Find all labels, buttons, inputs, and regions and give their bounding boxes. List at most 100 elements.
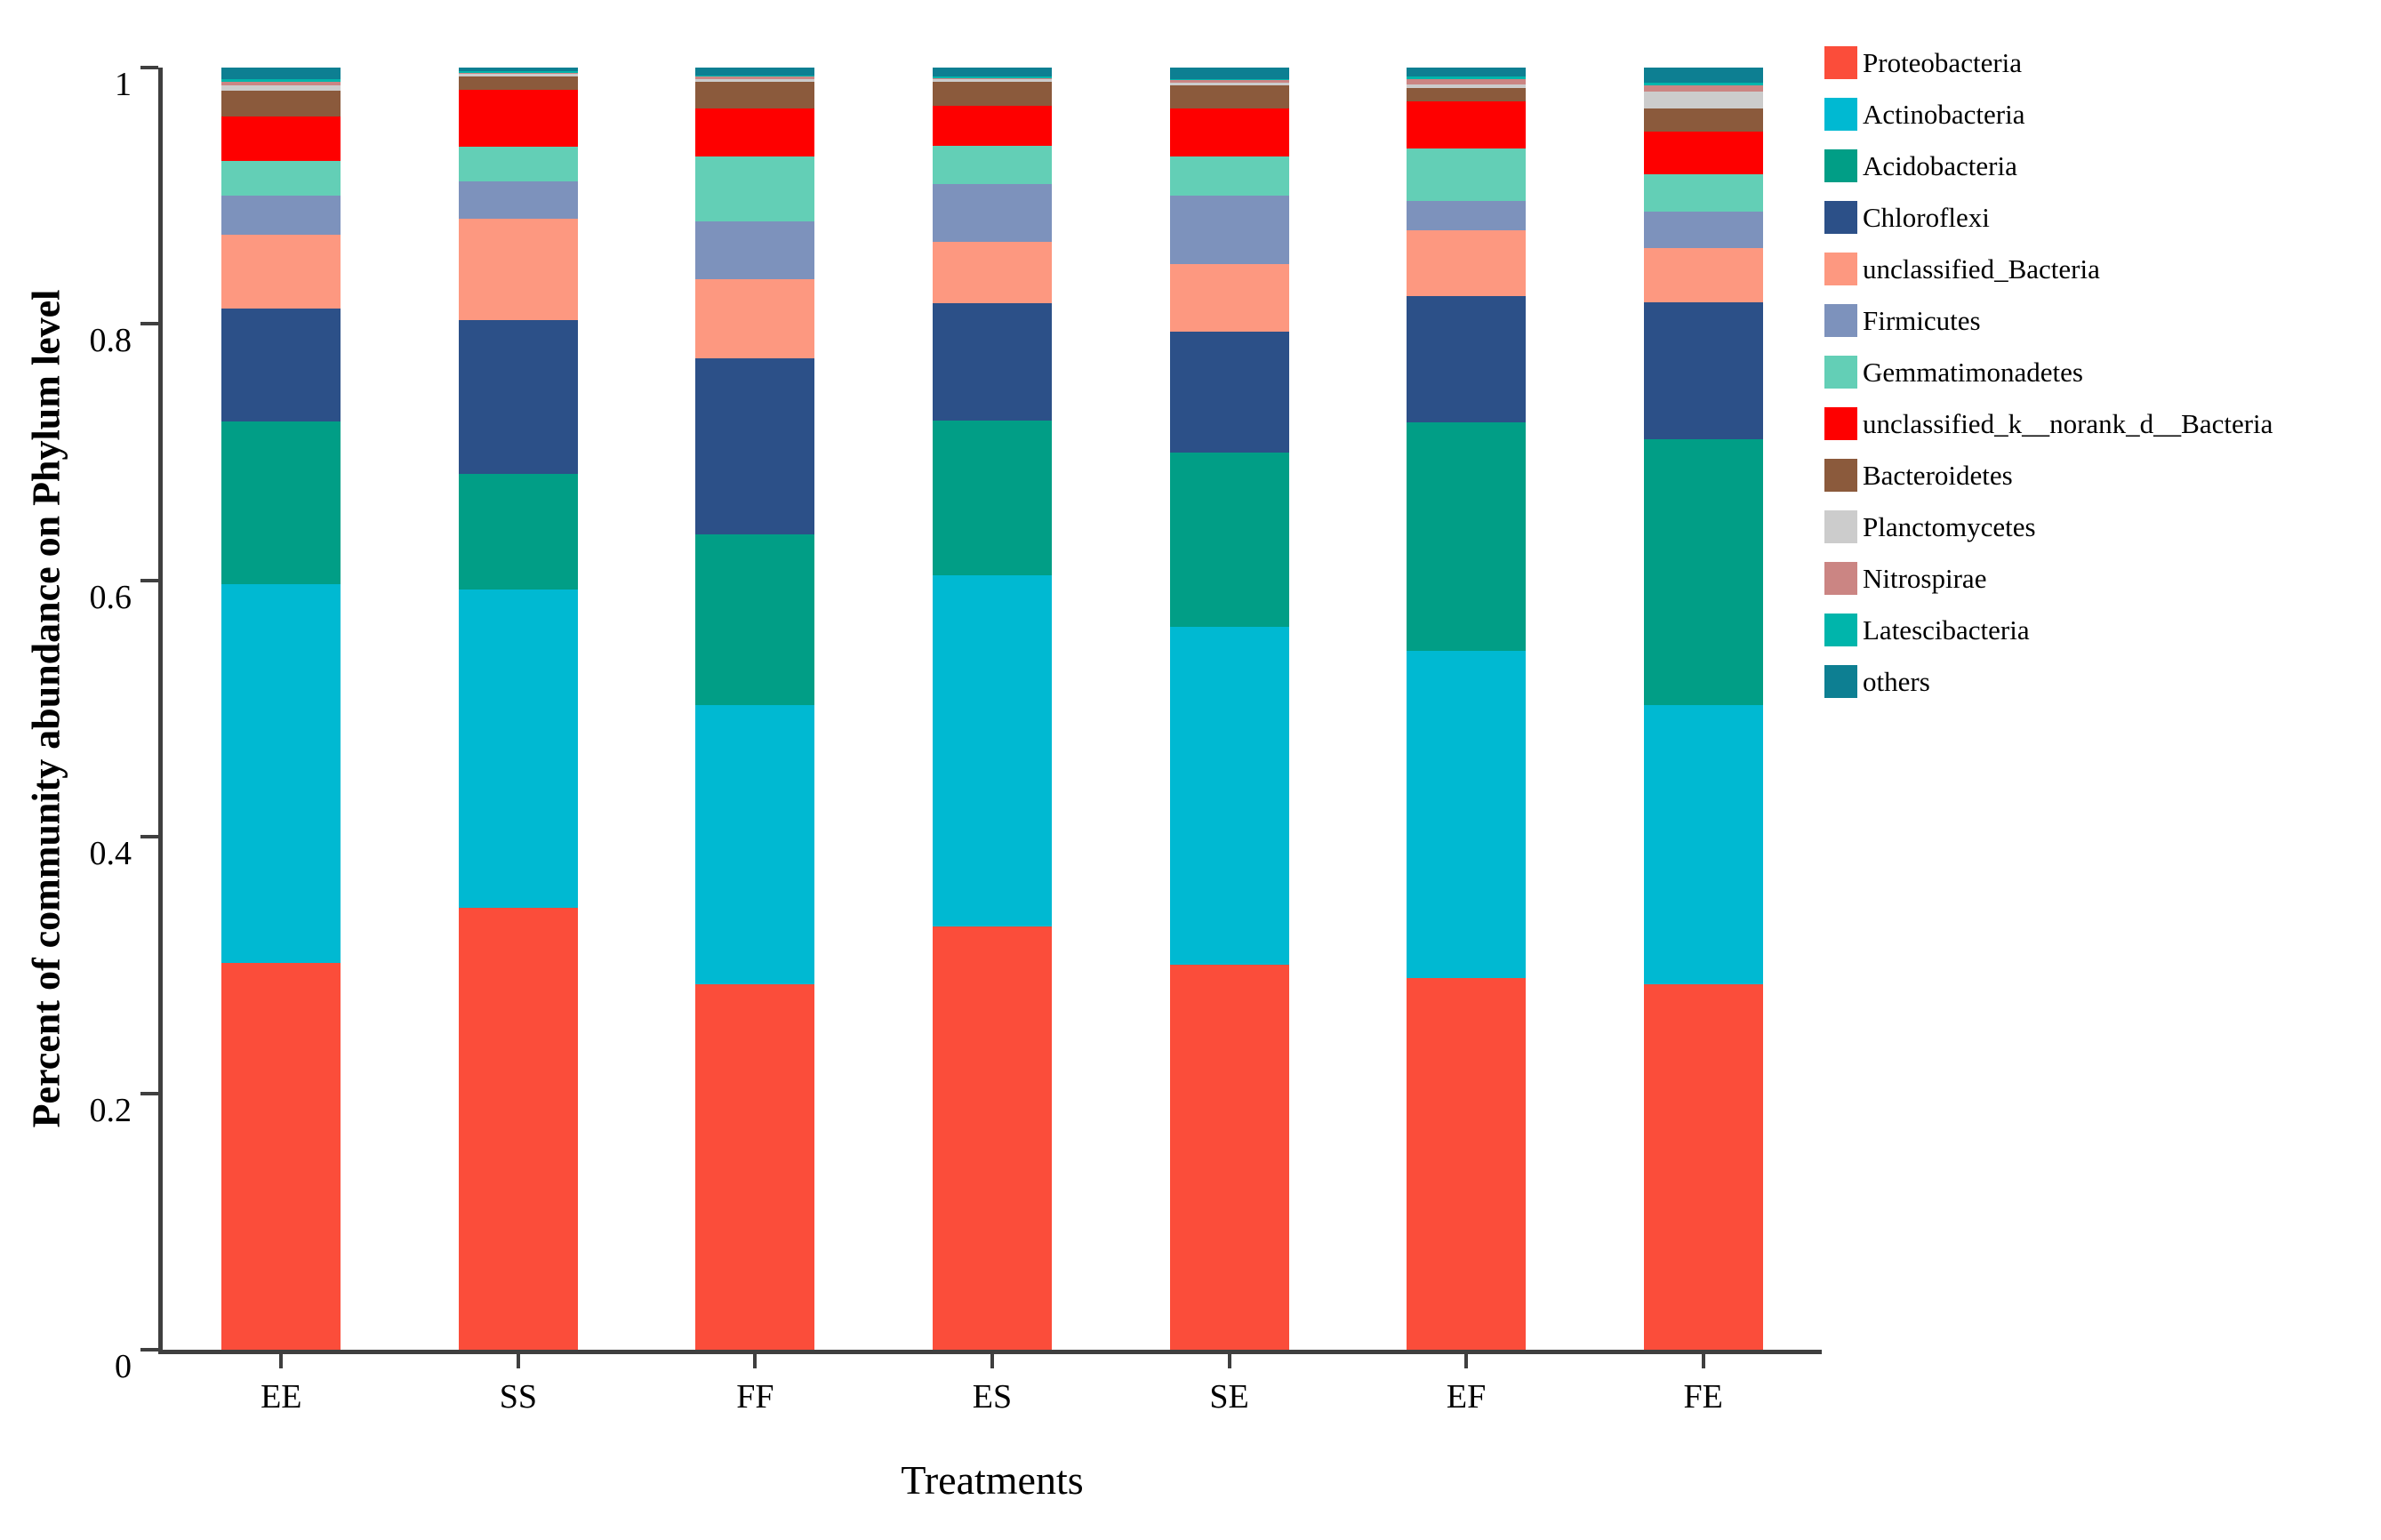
legend-item: Actinobacteria <box>1824 98 2273 131</box>
y-tick-mark <box>140 66 158 69</box>
legend-item: Firmicutes <box>1824 304 2273 337</box>
x-tick-mark <box>279 1354 284 1368</box>
x-tick-label: SS <box>499 1378 537 1416</box>
legend-swatch <box>1824 665 1857 698</box>
bar-segment <box>221 584 341 963</box>
bar-segment <box>458 474 578 590</box>
bar-segment <box>458 76 578 90</box>
bar-segment <box>1643 173 1763 212</box>
x-tick-cell: FE <box>1644 1350 1763 1416</box>
bar-segment <box>932 575 1052 927</box>
legend-label: Actinobacteria <box>1863 98 2025 130</box>
x-tick-mark <box>753 1354 758 1368</box>
legend-swatch <box>1824 562 1857 595</box>
legend-swatch <box>1824 201 1857 234</box>
bar-segment <box>932 79 1052 82</box>
bar-segment <box>1407 76 1527 80</box>
legend-item: Planctomycetes <box>1824 510 2273 543</box>
legend-item: unclassified_k__norank_d__Bacteria <box>1824 407 2273 440</box>
bar-segment <box>1643 83 1763 86</box>
bar-segment <box>695 704 815 985</box>
bar-segment <box>1643 248 1763 302</box>
bar-segment <box>1643 132 1763 174</box>
legend-swatch <box>1824 253 1857 285</box>
bars-container <box>163 68 1822 1350</box>
bar-segment <box>932 303 1052 421</box>
x-tick-label: EE <box>261 1378 302 1416</box>
legend-swatch <box>1824 149 1857 182</box>
bar-EF <box>1407 68 1527 1350</box>
bar-segment <box>1407 79 1527 84</box>
x-tick-label: FE <box>1683 1378 1723 1416</box>
bar-segment <box>1407 88 1527 101</box>
bar-segment <box>458 74 578 77</box>
y-tick-label: 0.8 <box>89 322 132 360</box>
bar-segment <box>1169 83 1289 86</box>
bar-segment <box>221 309 341 422</box>
bar-segment <box>221 68 341 80</box>
legend-swatch <box>1824 356 1857 389</box>
bar-segment <box>458 181 578 220</box>
bar-segment <box>932 77 1052 80</box>
bar-segment <box>695 278 815 359</box>
y-tick-mark <box>140 835 158 839</box>
legend-label: unclassified_k__norank_d__Bacteria <box>1863 407 2273 439</box>
bar-segment <box>932 184 1052 243</box>
bar-segment <box>221 161 341 197</box>
bar-segment <box>221 116 341 162</box>
bar-segment <box>458 320 578 475</box>
bar-segment <box>1169 263 1289 333</box>
legend-swatch <box>1824 614 1857 646</box>
bar-segment <box>1169 965 1289 1350</box>
x-tick-label: FF <box>736 1378 774 1416</box>
y-tick-label: 0.2 <box>89 1091 132 1129</box>
legend-swatch <box>1824 510 1857 543</box>
bar-segment <box>1643 92 1763 109</box>
legend-swatch <box>1824 407 1857 440</box>
bar-segment <box>695 221 815 279</box>
legend-item: unclassified_Bacteria <box>1824 253 2273 285</box>
legend-label: Proteobacteria <box>1863 46 2023 78</box>
bar-segment <box>1169 108 1289 156</box>
legend: Proteobacteria Actinobacteria Acidobacteri… <box>1824 46 2273 717</box>
legend-item: Acidobacteria <box>1824 149 2273 182</box>
legend-label: Planctomycetes <box>1863 510 2036 542</box>
bar-segment <box>221 962 341 1350</box>
x-tick-label: ES <box>972 1378 1013 1416</box>
bar-segment <box>932 81 1052 107</box>
bar-SE <box>1169 68 1289 1350</box>
bar-segment <box>1643 85 1763 92</box>
bar-segment <box>1407 977 1527 1350</box>
y-tick-mark <box>140 322 158 326</box>
x-axis-ticks: EE SS FF ES SE EF FE <box>163 1350 1822 1416</box>
bar-segment <box>221 234 341 309</box>
legend-label: Acidobacteria <box>1863 149 2017 181</box>
bar-segment <box>932 68 1052 77</box>
legend-label: unclassified_Bacteria <box>1863 253 2100 285</box>
bar-segment <box>458 72 578 75</box>
bar-segment <box>932 242 1052 304</box>
y-tick-mark <box>140 578 158 582</box>
bar-segment <box>695 984 815 1350</box>
bar-SS <box>458 68 578 1350</box>
y-tick-mark <box>140 1091 158 1095</box>
bar-segment <box>221 81 341 86</box>
bar-FE <box>1643 68 1763 1350</box>
legend-item: others <box>1824 665 2273 698</box>
x-tick-mark <box>1701 1354 1705 1368</box>
bar-segment <box>1643 439 1763 705</box>
bar-segment <box>458 89 578 148</box>
bar-segment <box>458 71 578 73</box>
x-axis-title: Treatments <box>901 1457 1084 1503</box>
bar-segment <box>1169 156 1289 197</box>
bar-segment <box>1407 68 1527 77</box>
y-tick-mark <box>140 1348 158 1352</box>
bar-segment <box>1643 704 1763 985</box>
legend-label: Chloroflexi <box>1863 201 1990 233</box>
bar-segment <box>695 358 815 534</box>
x-tick-label: SE <box>1209 1378 1249 1416</box>
legend-item: Proteobacteria <box>1824 46 2273 79</box>
bar-segment <box>1169 196 1289 264</box>
x-tick-mark <box>1464 1354 1469 1368</box>
